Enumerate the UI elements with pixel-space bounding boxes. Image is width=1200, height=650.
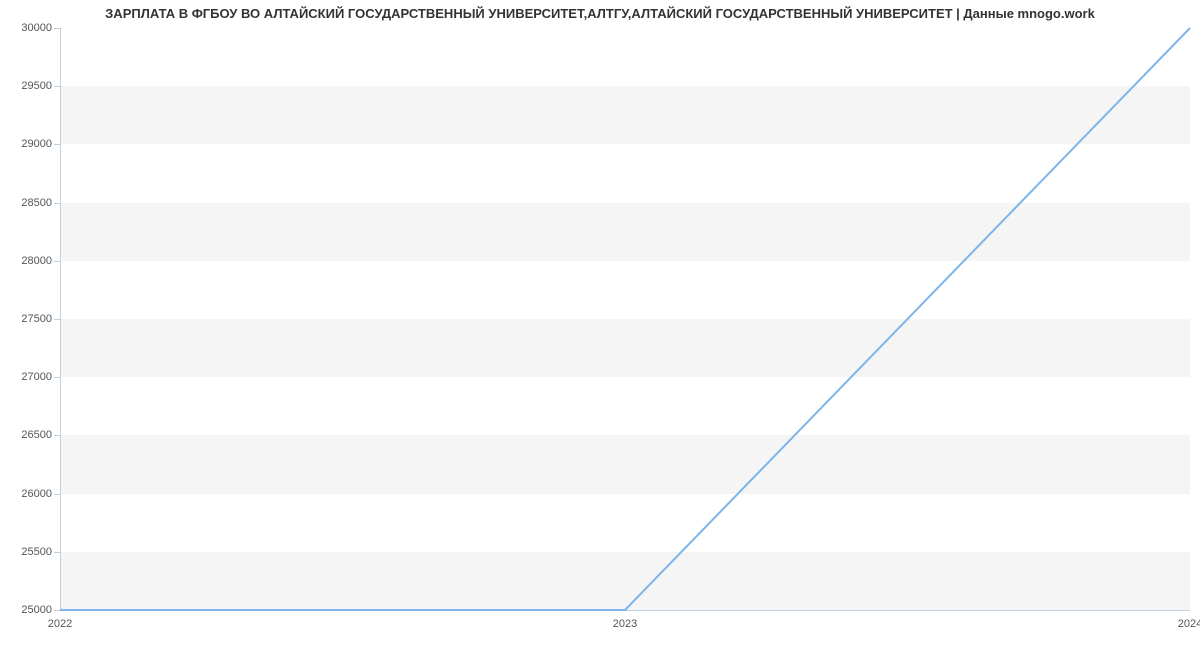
y-tick-label: 29000 (21, 138, 52, 150)
y-tick-label: 28500 (21, 197, 52, 209)
y-tick-label: 26500 (21, 429, 52, 441)
line-layer (60, 28, 1190, 610)
chart-title: ЗАРПЛАТА В ФГБОУ ВО АЛТАЙСКИЙ ГОСУДАРСТВ… (0, 6, 1200, 21)
y-tick-label: 28000 (21, 255, 52, 267)
plot-area: 2500025500260002650027000275002800028500… (60, 28, 1190, 610)
series-line-salary (60, 28, 1190, 610)
x-tick-label: 2022 (48, 618, 72, 630)
salary-line-chart: ЗАРПЛАТА В ФГБОУ ВО АЛТАЙСКИЙ ГОСУДАРСТВ… (0, 0, 1200, 650)
y-tick-label: 29500 (21, 80, 52, 92)
y-tick-label: 27000 (21, 371, 52, 383)
y-tick-label: 27500 (21, 313, 52, 325)
y-tick-mark (54, 610, 60, 611)
x-tick-label: 2024 (1178, 618, 1200, 630)
y-tick-label: 30000 (21, 22, 52, 34)
y-tick-label: 26000 (21, 488, 52, 500)
y-tick-label: 25500 (21, 546, 52, 558)
x-tick-label: 2023 (613, 618, 637, 630)
y-tick-label: 25000 (21, 604, 52, 616)
